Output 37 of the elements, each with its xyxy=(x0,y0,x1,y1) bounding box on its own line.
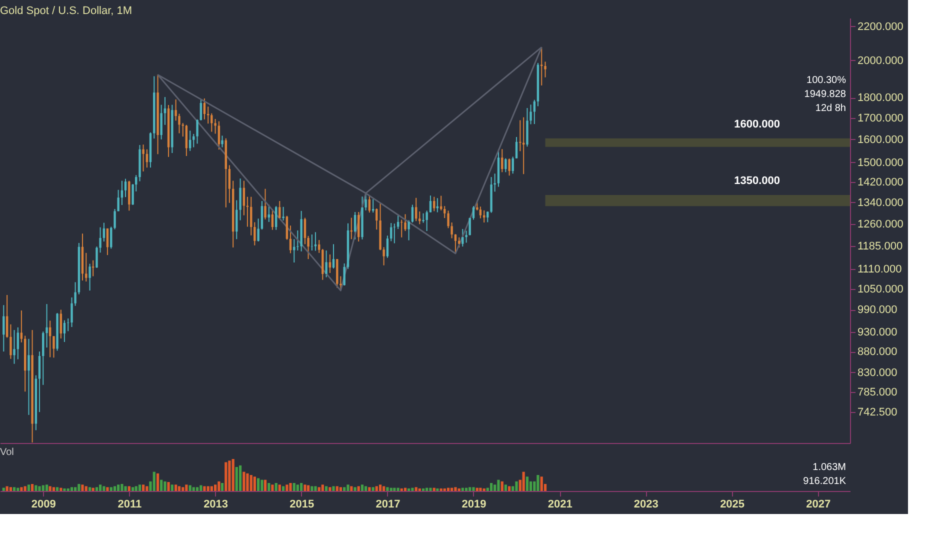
y-tick-label: 1500.000 xyxy=(858,156,904,169)
y-tick-label: 1800.000 xyxy=(858,92,904,104)
annotation: 1.063M xyxy=(812,462,846,473)
chart-title: Vol xyxy=(0,447,14,458)
y-tick-label: 880.000 xyxy=(858,346,898,358)
x-tick-label: 2017 xyxy=(376,498,400,510)
y-tick-label: 1050.000 xyxy=(858,283,904,296)
x-tick-label: 2027 xyxy=(806,498,831,510)
annotation: 1949.828 xyxy=(804,89,846,100)
x-tick-label: 2023 xyxy=(634,498,658,510)
annotation: 916.201K xyxy=(803,476,846,487)
x-tick-label: 2025 xyxy=(720,498,745,510)
y-tick-label: 1110.000 xyxy=(858,264,902,276)
band-label: 1600.000 xyxy=(734,118,780,130)
band-label: 1350.000 xyxy=(734,175,780,188)
x-tick-label: 2011 xyxy=(118,498,142,510)
x-tick-label: 2015 xyxy=(290,498,314,510)
x-tick-label: 2009 xyxy=(31,498,56,510)
y-tick-label: 785.000 xyxy=(858,386,898,399)
y-tick-label: 990.000 xyxy=(858,304,898,316)
y-tick-label: 1340.000 xyxy=(858,196,904,209)
y-tick-label: 930.000 xyxy=(858,326,898,338)
x-tick-label: 2021 xyxy=(548,498,572,510)
y-tick-label: 1420.000 xyxy=(858,176,904,188)
y-tick-label: 2000.000 xyxy=(858,54,904,67)
x-tick-label: 2019 xyxy=(462,498,486,510)
y-tick-label: 1700.000 xyxy=(858,112,904,124)
y-tick-label: 1600.000 xyxy=(858,134,904,146)
y-tick-label: 1260.000 xyxy=(858,218,904,231)
annotation: 100.30% xyxy=(806,75,846,86)
y-tick-label: 742.500 xyxy=(858,406,898,418)
x-tick-label: 2013 xyxy=(204,498,228,510)
chart-title: Gold Spot / U.S. Dollar, 1M xyxy=(0,5,132,17)
y-tick-label: 830.000 xyxy=(858,366,898,379)
y-tick-label: 1185.000 xyxy=(858,240,903,252)
annotation: 12d 8h xyxy=(815,103,846,114)
y-tick-label: 2200.000 xyxy=(858,20,904,33)
